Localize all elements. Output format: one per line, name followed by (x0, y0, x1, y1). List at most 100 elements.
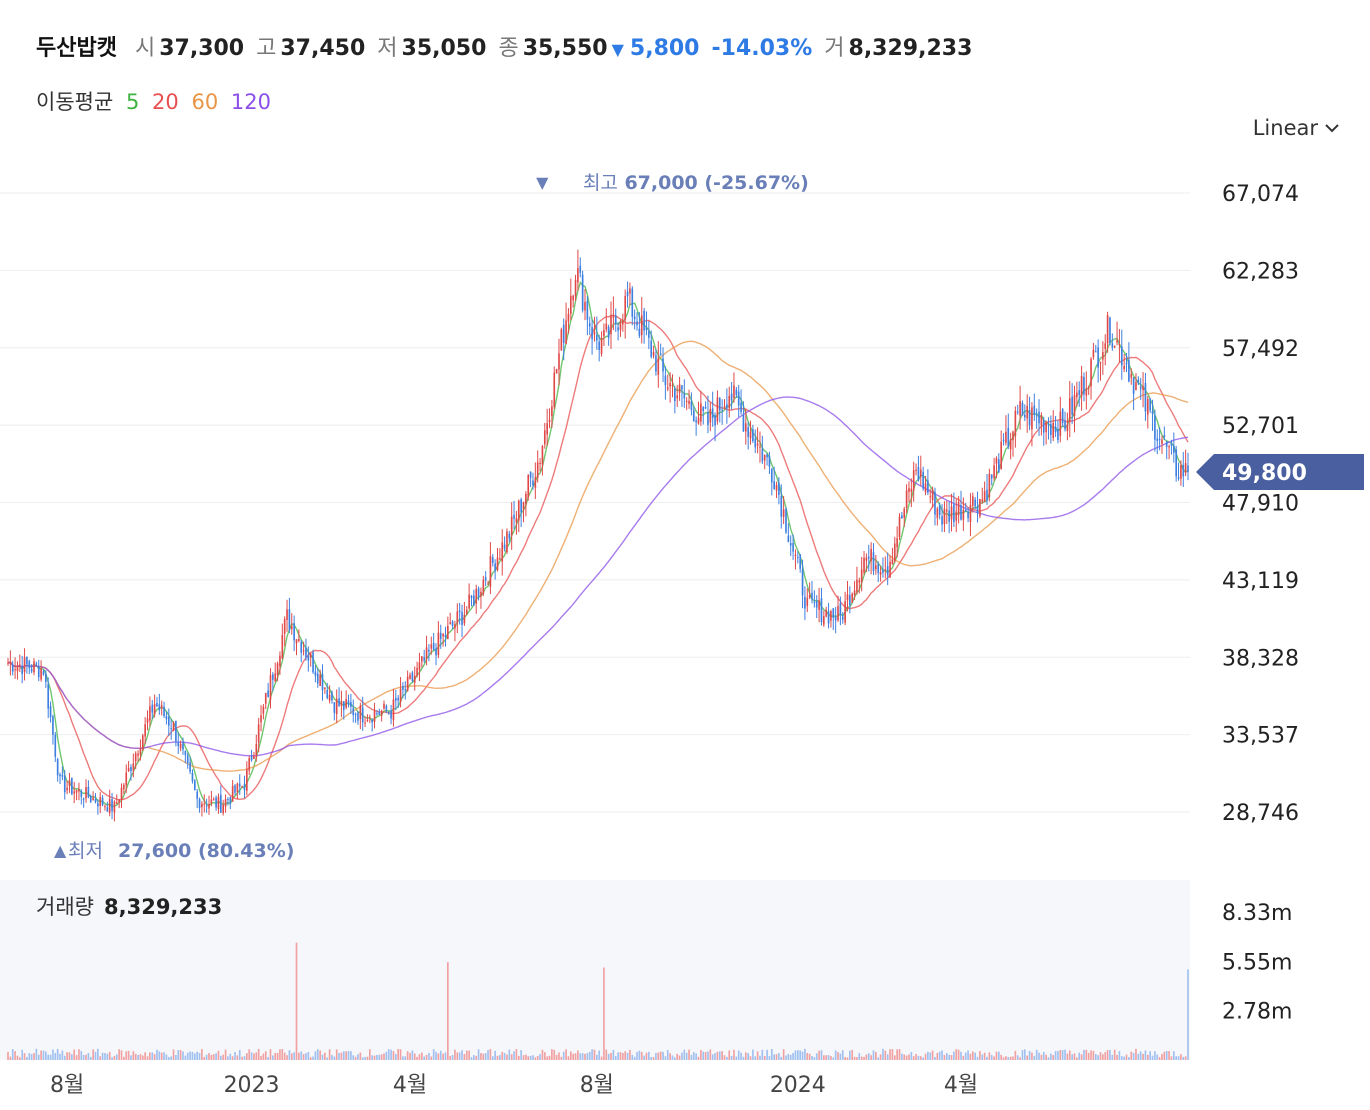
volume-bar (581, 1053, 584, 1060)
candle-body (1050, 423, 1052, 435)
candle-body (964, 509, 967, 512)
candle-body (425, 647, 428, 660)
volume-bar (302, 1054, 305, 1060)
candle-body (1005, 431, 1007, 443)
candle-body (974, 499, 977, 507)
candle-body (813, 602, 816, 604)
candle-body (146, 718, 149, 723)
candle-body (834, 616, 837, 621)
candle-body (825, 609, 828, 617)
volume-bar (588, 1051, 591, 1060)
volume-bar (186, 1052, 189, 1060)
volume-bar (619, 1052, 622, 1060)
volume-bar (849, 1050, 851, 1060)
volume-bar (945, 1053, 948, 1060)
max-label: 최고 (583, 172, 618, 194)
ma-20: 20 (152, 90, 179, 114)
down-arrow-icon: ▼ (611, 40, 624, 59)
volume-bar (392, 1051, 395, 1060)
candle-body (1172, 445, 1175, 453)
candle-body (640, 315, 643, 335)
candle-body (510, 516, 513, 536)
candle-body (385, 705, 388, 711)
volume-bar (560, 1056, 563, 1060)
volume-bar (342, 1051, 345, 1060)
candle-body (960, 505, 962, 520)
volume-bar (723, 1055, 726, 1060)
volume-bar (633, 1056, 636, 1060)
volume-bar (548, 1055, 551, 1060)
volume-bar (402, 1056, 404, 1060)
volume-bar (1021, 1050, 1024, 1060)
candle-body (863, 557, 865, 573)
candle-body (860, 569, 863, 583)
candle-body (858, 580, 861, 583)
candle-body (1016, 411, 1019, 413)
volume-bar (1106, 1050, 1109, 1060)
candle-body (1073, 394, 1076, 417)
candle-body (655, 355, 657, 372)
candle-body (302, 650, 305, 652)
moving-average-legend[interactable]: 이동평균 5 20 60 120 (36, 86, 277, 116)
candle-body (773, 481, 775, 490)
candle-body (409, 674, 411, 679)
candle-body (158, 704, 161, 711)
volume-bar (293, 1052, 295, 1060)
volume-bar (669, 1053, 671, 1060)
candle-body (1052, 422, 1055, 438)
candle-body (193, 780, 196, 791)
volume-bar (1113, 1049, 1116, 1060)
candle-body (1097, 347, 1099, 368)
candle-body (1054, 426, 1057, 433)
candle-body (853, 590, 856, 595)
volume-bar (924, 1053, 927, 1060)
scale-selector[interactable]: Linear (1253, 116, 1340, 140)
volume-bar (789, 1054, 792, 1060)
candle-body (290, 626, 293, 630)
candle-body (482, 579, 485, 595)
volume-value: 8,329,233 (848, 36, 973, 61)
volume-bar (1137, 1053, 1140, 1060)
volume-bar (227, 1056, 229, 1060)
candle-body (692, 410, 695, 422)
candle-body (1059, 411, 1062, 436)
candle-body (943, 508, 946, 524)
volume-bar (676, 1053, 679, 1060)
volume-bar (1045, 1054, 1047, 1060)
volume-bar (664, 1056, 667, 1060)
candle-body (645, 327, 648, 331)
time-tick-label: 8월 (580, 1073, 614, 1098)
volume-bar (529, 1055, 532, 1060)
candle-body (617, 327, 619, 331)
candle-body (787, 535, 790, 543)
volume-bar (1175, 1056, 1178, 1060)
scale-label: Linear (1252, 116, 1318, 140)
candle-body (664, 375, 667, 386)
candle-body (397, 697, 400, 701)
volume-bar (1094, 1053, 1097, 1060)
volume-bar (189, 1051, 191, 1060)
volume-bar (383, 1053, 385, 1060)
candle-body (695, 420, 697, 423)
volume-bar (572, 1053, 574, 1060)
volume-bar (357, 1054, 359, 1060)
candle-body (236, 783, 239, 792)
volume-tick-label: 2.78m (1222, 1000, 1292, 1025)
candle-body (718, 398, 721, 411)
candle-body (1156, 438, 1159, 441)
candle-body (418, 662, 421, 670)
close-value: 35,550 (522, 36, 608, 61)
volume-bar (733, 1049, 735, 1060)
volume-bar (1014, 1050, 1017, 1060)
volume-label: 거 (824, 36, 845, 61)
volume-bar (536, 1056, 539, 1060)
candle-body (364, 722, 366, 724)
volume-bar (593, 1049, 596, 1060)
candle-body (229, 797, 232, 804)
candle-body (71, 777, 73, 795)
volume-bar (1102, 1054, 1104, 1060)
candle-body (882, 569, 884, 573)
candle-body (241, 786, 243, 788)
candle-body (555, 369, 558, 374)
